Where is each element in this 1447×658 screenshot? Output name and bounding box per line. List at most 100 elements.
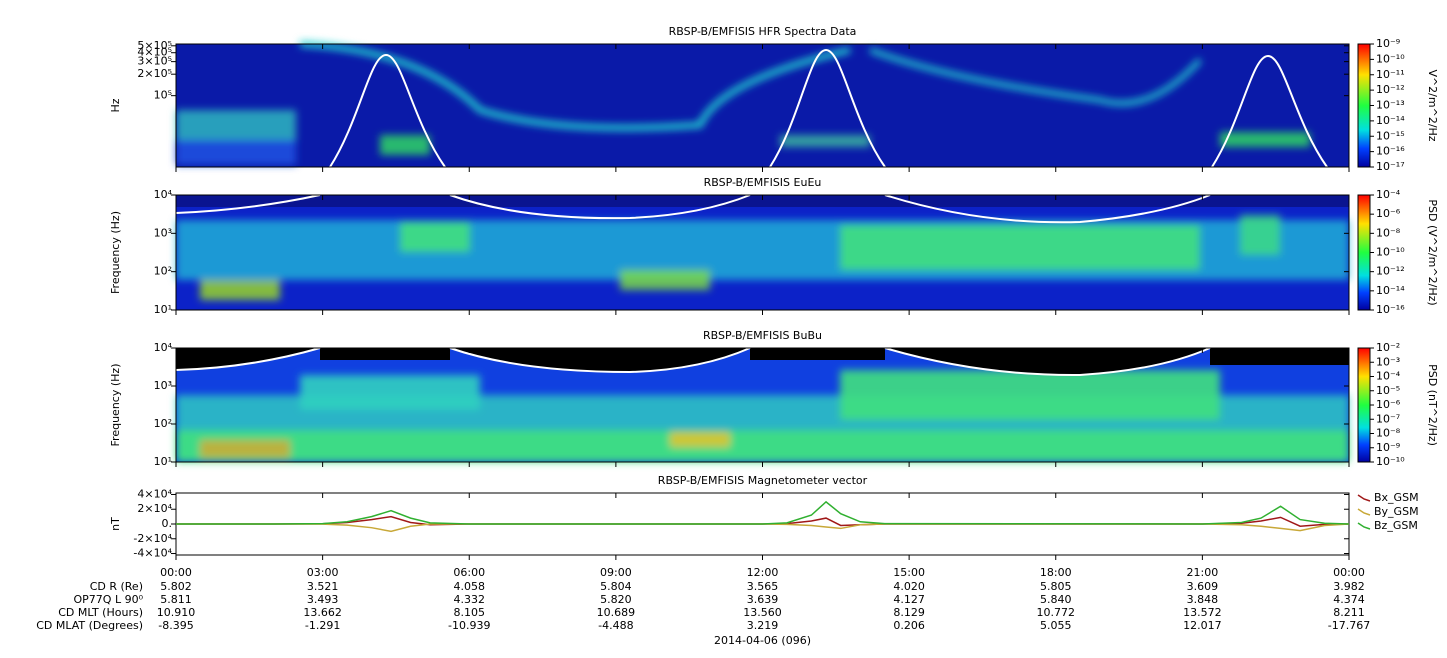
ephemeris-value: 13.662: [303, 606, 342, 619]
ephemeris-label: OP77Q L 90⁰: [74, 593, 144, 606]
ephemeris-value: 4.127: [893, 593, 925, 606]
y-tick-label: 2×10⁴: [137, 502, 172, 515]
ephemeris-label: CD R (Re): [90, 580, 143, 593]
x-tick-label: 18:00: [1040, 566, 1072, 579]
colorbar-tick-label: 10⁻⁷: [1376, 412, 1400, 425]
colorbar-tick-label: 10⁻¹¹: [1376, 68, 1405, 81]
colorbar-tick-label: 10⁻⁸: [1376, 226, 1401, 239]
ephemeris-value: 0.206: [893, 619, 925, 632]
legend-swatch: [1357, 508, 1371, 516]
panel-title: RBSP-B/EMFISIS Magnetometer vector: [658, 474, 868, 487]
x-axis-label: 2014-04-06 (096): [714, 634, 811, 647]
colorbar-tick-label: 10⁻⁹: [1376, 441, 1400, 454]
x-tick-label: 03:00: [307, 566, 339, 579]
y-tick-label: 5×10⁵: [137, 39, 172, 52]
colorbar-tick-label: 10⁻¹⁰: [1376, 246, 1405, 259]
ephemeris-value: -4.488: [598, 619, 633, 632]
y-tick-label: 10⁴: [154, 188, 173, 201]
colorbar: [1357, 43, 1371, 168]
line-series: [176, 523, 1350, 533]
ephemeris-value: 4.058: [454, 580, 486, 593]
ephemeris-value: 3.609: [1187, 580, 1219, 593]
ephemeris-value: 3.565: [747, 580, 779, 593]
y-tick-label: 4×10⁴: [137, 487, 172, 500]
colorbar-tick-label: 10⁻⁸: [1376, 427, 1401, 440]
y-axis-label: Hz: [109, 98, 122, 112]
spectrogram-bg: [176, 44, 1349, 167]
legend-label: By_GSM: [1374, 505, 1419, 518]
ephemeris-value: 8.105: [454, 606, 486, 619]
ephemeris-label: CD MLT (Hours): [58, 606, 143, 619]
colorbar-label: PSD (nT^2/Hz): [1426, 364, 1439, 446]
ephemeris-value: 13.560: [743, 606, 782, 619]
colorbar-tick-label: 10⁻¹²: [1376, 83, 1405, 96]
colorbar-tick-label: 10⁻¹⁴: [1376, 284, 1405, 297]
ephemeris-value: 10.772: [1037, 606, 1076, 619]
ephemeris-value: -1.291: [305, 619, 340, 632]
ephemeris-value: 3.848: [1187, 593, 1219, 606]
spectrogram-texture: [176, 41, 1310, 165]
ephemeris-value: 4.020: [893, 580, 925, 593]
colorbar-tick-label: 10⁻¹⁰: [1376, 52, 1405, 65]
colorbar-label: V^2/m^2/Hz: [1426, 69, 1439, 141]
colorbar-tick-label: 10⁻⁶: [1376, 207, 1401, 220]
y-tick-label: 10⁵: [154, 89, 172, 102]
ephemeris-label: CD MLAT (Degrees): [36, 619, 143, 632]
ephemeris-value: 3.521: [307, 580, 339, 593]
legend-swatch: [1357, 522, 1371, 530]
ephemeris-value: 3.219: [747, 619, 779, 632]
y-tick-label: 10³: [154, 226, 172, 239]
y-tick-label: 0.: [162, 517, 173, 530]
colorbar-tick-label: 10⁻¹⁴: [1376, 114, 1405, 127]
y-axis-label: nT: [109, 517, 122, 531]
y-tick-label: -4×10⁴: [133, 547, 172, 560]
y-tick-label: 10²: [154, 417, 172, 430]
y-tick-label: 3×10⁵: [137, 55, 172, 68]
colorbar-tick-label: 10⁻¹⁶: [1376, 303, 1405, 316]
ephemeris-value: 4.332: [454, 593, 486, 606]
y-tick-label: 10²: [154, 265, 172, 278]
y-tick-label: 4×10⁵: [137, 46, 172, 59]
ephemeris-value: 5.820: [600, 593, 632, 606]
colorbar-tick-label: 10⁻⁴: [1376, 188, 1401, 201]
spectrogram-image: [176, 41, 1349, 168]
colorbar: [1357, 347, 1371, 463]
legend-label: Bz_GSM: [1374, 519, 1418, 532]
x-tick-label: 00:00: [1333, 566, 1365, 579]
x-tick-label: 21:00: [1187, 566, 1219, 579]
y-axis-label: Frequency (Hz): [109, 211, 122, 294]
spectrogram-texture: [176, 370, 1349, 462]
colorbar-label: PSD (V^2/m^2/Hz): [1426, 199, 1439, 305]
ephemeris-value: 4.374: [1333, 593, 1365, 606]
ephemeris-value: 12.017: [1183, 619, 1222, 632]
colorbar-tick-label: 10⁻¹⁵: [1376, 129, 1405, 142]
x-tick-label: 15:00: [893, 566, 925, 579]
panel-title: RBSP-B/EMFISIS EuEu: [704, 176, 822, 189]
ephemeris-value: 8.211: [1333, 606, 1365, 619]
ephemeris-value: 3.493: [307, 593, 339, 606]
ephemeris-value: 10.689: [597, 606, 636, 619]
ephemeris-value: -10.939: [448, 619, 490, 632]
x-tick-label: 06:00: [453, 566, 485, 579]
colorbar-tick-label: 10⁻¹³: [1376, 99, 1405, 112]
colorbar-tick-label: 10⁻¹²: [1376, 265, 1405, 278]
colorbar-tick-label: 10⁻⁵: [1376, 384, 1400, 397]
y-axis-label: Frequency (Hz): [109, 364, 122, 447]
panel-title: RBSP-B/EMFISIS BuBu: [703, 329, 822, 342]
ephemeris-value: 5.055: [1040, 619, 1072, 632]
y-tick-label: 10³: [154, 379, 172, 392]
ephemeris-value: 5.805: [1040, 580, 1072, 593]
legend-swatch: [1357, 494, 1371, 502]
colorbar-tick-label: 10⁻⁶: [1376, 398, 1401, 411]
panel-title: RBSP-B/EMFISIS HFR Spectra Data: [669, 25, 857, 38]
y-tick-label: 10⁴: [154, 341, 173, 354]
colorbar-tick-label: 10⁻²: [1376, 341, 1400, 354]
colorbar-tick-label: 10⁻⁴: [1376, 370, 1401, 383]
ephemeris-value: 5.811: [160, 593, 192, 606]
x-tick-label: 12:00: [747, 566, 779, 579]
colorbar-tick-label: 10⁻¹⁰: [1376, 455, 1405, 468]
y-tick-label: -2×10⁴: [133, 532, 172, 545]
y-tick-label: 10¹: [154, 455, 172, 468]
x-tick-label: 09:00: [600, 566, 632, 579]
